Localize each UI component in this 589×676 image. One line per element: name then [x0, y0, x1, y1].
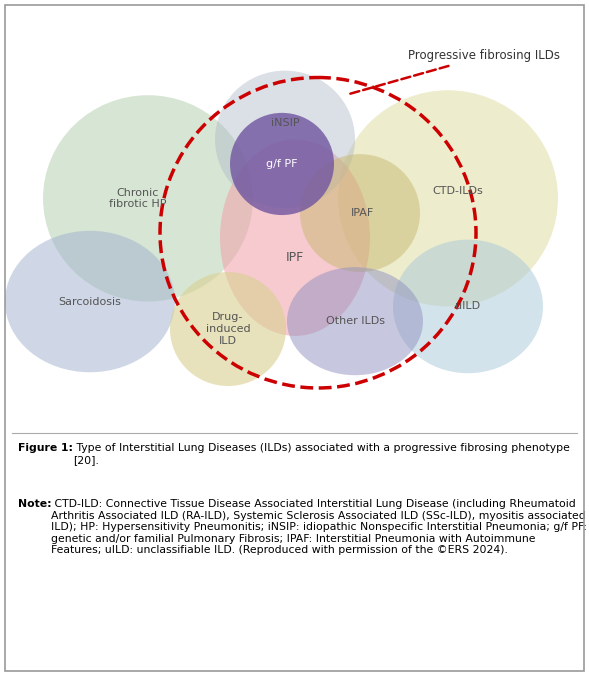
- Ellipse shape: [5, 231, 175, 372]
- Text: Other ILDs: Other ILDs: [326, 316, 385, 327]
- Text: Drug-
induced
ILD: Drug- induced ILD: [206, 312, 250, 345]
- Text: CTD-ILD: Connective Tissue Disease Associated Interstitial Lung Disease (includi: CTD-ILD: Connective Tissue Disease Assoc…: [51, 499, 587, 556]
- Text: Chronic
fibrotic HP: Chronic fibrotic HP: [109, 187, 167, 209]
- Text: IPAF: IPAF: [350, 208, 373, 218]
- Text: iNSIP: iNSIP: [271, 118, 299, 128]
- Text: Note:: Note:: [18, 499, 51, 509]
- Ellipse shape: [215, 70, 355, 208]
- Text: CTD-ILDs: CTD-ILDs: [433, 187, 484, 197]
- Ellipse shape: [287, 267, 423, 375]
- Ellipse shape: [338, 91, 558, 306]
- Text: g/f PF: g/f PF: [266, 159, 298, 169]
- Ellipse shape: [170, 272, 286, 386]
- Text: IPF: IPF: [286, 251, 304, 264]
- Text: Progressive fibrosing ILDs: Progressive fibrosing ILDs: [348, 49, 560, 95]
- Ellipse shape: [393, 239, 543, 373]
- Ellipse shape: [230, 113, 334, 215]
- Text: Sarcoidosis: Sarcoidosis: [58, 297, 121, 306]
- Ellipse shape: [220, 139, 370, 336]
- Text: uILD: uILD: [455, 301, 481, 312]
- Text: Figure 1:: Figure 1:: [18, 443, 72, 453]
- Ellipse shape: [300, 154, 420, 272]
- Ellipse shape: [43, 95, 253, 301]
- Text: Type of Interstitial Lung Diseases (ILDs) associated with a progressive fibrosin: Type of Interstitial Lung Diseases (ILDs…: [72, 443, 570, 464]
